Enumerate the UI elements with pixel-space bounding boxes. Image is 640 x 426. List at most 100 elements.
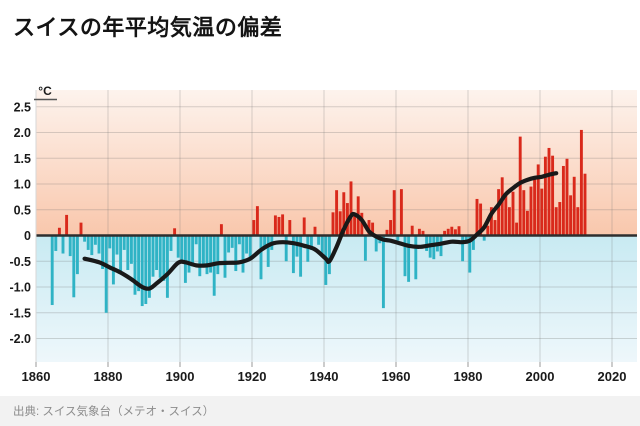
x-axis-tick-label: 1880 xyxy=(94,369,123,384)
warm-anomaly-bar xyxy=(543,156,547,236)
warm-anomaly-bar xyxy=(500,177,504,236)
cold-anomaly-bar xyxy=(291,235,295,274)
cold-anomaly-bar xyxy=(140,235,144,307)
cold-anomaly-bar xyxy=(245,235,249,254)
warm-anomaly-bar xyxy=(518,136,522,236)
cold-anomaly-bar xyxy=(129,235,133,264)
warm-anomaly-bar xyxy=(342,192,346,236)
warm-anomaly-bar xyxy=(533,176,537,236)
warm-anomaly-bar xyxy=(540,188,544,236)
warm-anomaly-bar xyxy=(255,206,259,236)
cold-anomaly-bar xyxy=(180,235,184,262)
warm-anomaly-bar xyxy=(536,164,540,236)
warm-anomaly-bar xyxy=(57,227,61,236)
warm-anomaly-bar xyxy=(252,220,256,236)
warm-anomaly-bar xyxy=(450,226,454,236)
y-axis-tick-label: -0.5 xyxy=(9,255,31,269)
cold-anomaly-bar xyxy=(381,235,385,309)
cold-anomaly-bar xyxy=(403,235,407,277)
warm-anomaly-bar xyxy=(399,189,403,236)
x-axis-tick-label: 1980 xyxy=(454,369,483,384)
y-axis-tick-label: 2.0 xyxy=(14,126,31,140)
cold-anomaly-bar xyxy=(461,235,465,262)
cold-anomaly-bar xyxy=(425,235,429,251)
warm-anomaly-bar xyxy=(522,190,526,236)
warm-anomaly-bar xyxy=(389,220,393,236)
y-axis-tick-label: -1.0 xyxy=(9,281,31,295)
warm-anomaly-bar xyxy=(554,207,558,236)
cold-anomaly-bar xyxy=(126,235,130,271)
warm-anomaly-bar xyxy=(331,212,335,236)
cold-anomaly-bar xyxy=(198,235,202,277)
cold-anomaly-bar xyxy=(407,235,411,282)
warm-anomaly-bar xyxy=(353,215,357,236)
warm-anomaly-bar xyxy=(338,211,342,236)
warm-anomaly-bar xyxy=(453,229,457,236)
cold-anomaly-bar xyxy=(104,235,108,313)
cold-anomaly-bar xyxy=(468,235,472,273)
cold-anomaly-bar xyxy=(234,235,238,272)
warm-anomaly-bar xyxy=(349,181,353,236)
cold-anomaly-bar xyxy=(374,235,378,252)
cold-anomaly-bar xyxy=(50,235,54,306)
cold-anomaly-bar xyxy=(266,235,270,267)
cold-anomaly-bar xyxy=(165,235,169,298)
warm-anomaly-bar xyxy=(273,215,277,236)
y-axis-unit-label: °C xyxy=(38,84,52,98)
warm-anomaly-bar xyxy=(583,173,587,236)
cold-anomaly-bar xyxy=(137,235,141,292)
warm-anomaly-bar xyxy=(572,176,576,236)
warm-anomaly-bar xyxy=(421,230,425,236)
warm-anomaly-bar xyxy=(529,186,533,236)
x-axis-tick-label: 2000 xyxy=(526,369,555,384)
cold-anomaly-bar xyxy=(482,235,486,241)
cold-anomaly-bar xyxy=(108,235,112,249)
cold-anomaly-bar xyxy=(432,235,436,260)
cold-anomaly-bar xyxy=(147,235,151,298)
cold-anomaly-bar xyxy=(237,235,241,245)
cold-anomaly-bar xyxy=(144,235,148,304)
cold-anomaly-bar xyxy=(151,235,155,277)
warm-anomaly-bar xyxy=(417,228,421,236)
cold-anomaly-bar xyxy=(54,235,58,251)
cold-anomaly-bar xyxy=(158,235,162,278)
source-footer: 出典: スイス気象台（メテオ・スイス） xyxy=(0,396,640,426)
cold-anomaly-bar xyxy=(93,235,97,245)
y-axis-tick-label: 1.5 xyxy=(14,152,31,166)
warm-anomaly-bar xyxy=(65,214,69,236)
warm-anomaly-bar xyxy=(173,228,177,236)
warm-anomaly-bar xyxy=(479,203,483,236)
cold-anomaly-bar xyxy=(471,235,475,250)
cold-anomaly-bar xyxy=(176,235,180,258)
warm-anomaly-bar xyxy=(504,194,508,236)
x-axis-tick-label: 1900 xyxy=(166,369,195,384)
cold-anomaly-bar xyxy=(72,235,76,298)
cold-anomaly-bar xyxy=(396,235,400,241)
warm-anomaly-bar xyxy=(525,210,529,236)
warm-anomaly-bar xyxy=(558,202,562,236)
warm-anomaly-bar xyxy=(486,225,490,236)
warm-anomaly-bar xyxy=(385,229,389,236)
warm-anomaly-bar xyxy=(288,220,292,236)
x-axis-tick-label: 1940 xyxy=(310,369,339,384)
cold-anomaly-bar xyxy=(284,235,288,262)
cold-anomaly-bar xyxy=(299,235,303,277)
cold-anomaly-bar xyxy=(101,235,105,269)
x-axis-tick-label: 1860 xyxy=(22,369,51,384)
trend-line xyxy=(82,171,559,291)
cold-anomaly-bar xyxy=(68,235,72,257)
source-text: 出典: スイス気象台（メテオ・スイス） xyxy=(13,406,215,418)
cold-anomaly-bar xyxy=(263,235,267,249)
cold-anomaly-bar xyxy=(248,235,252,260)
cold-anomaly-bar xyxy=(169,235,173,251)
cold-anomaly-bar xyxy=(201,235,205,267)
x-axis-tick-label: 1960 xyxy=(382,369,411,384)
cold-anomaly-bar xyxy=(61,235,65,254)
cold-anomaly-bar xyxy=(97,235,101,254)
warm-anomaly-bar xyxy=(335,190,339,236)
cold-anomaly-bar xyxy=(363,235,367,261)
cold-anomaly-bar xyxy=(115,235,119,255)
warm-anomaly-bar xyxy=(443,230,447,236)
y-axis-tick-label: 0.5 xyxy=(14,203,31,217)
